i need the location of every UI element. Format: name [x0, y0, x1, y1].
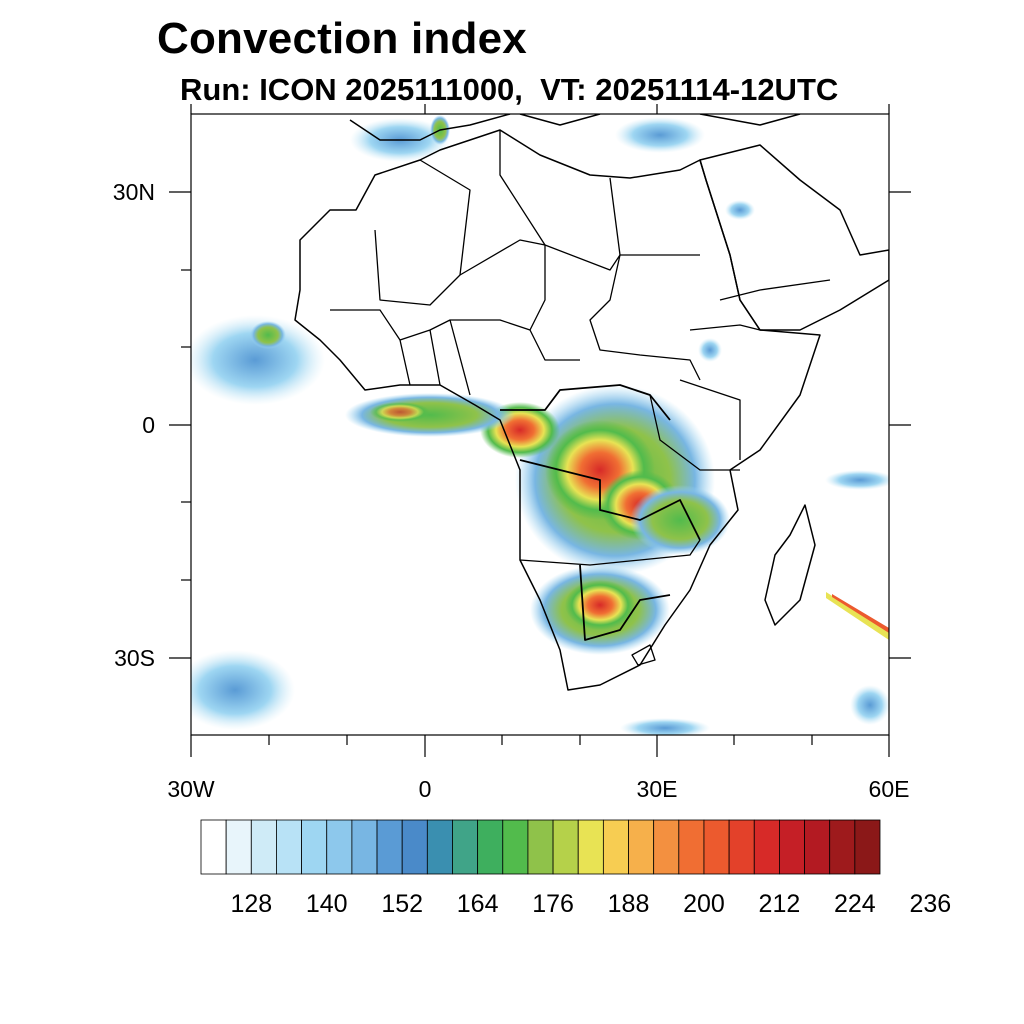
colorbar-label: 176 — [532, 890, 574, 918]
colorbar-box — [678, 819, 705, 875]
field-madagascar-band — [826, 592, 889, 640]
colorbar-label: 224 — [834, 890, 876, 918]
border-drc-south — [519, 459, 701, 541]
colorbar-box — [753, 819, 780, 875]
colorbar-box — [502, 819, 529, 875]
field-gulf-guinea — [345, 393, 515, 437]
colorbar-box — [703, 819, 730, 875]
field-south-ocean — [620, 718, 710, 735]
field-south-atlantic — [191, 650, 295, 730]
field-indian-ocean — [825, 470, 889, 490]
colorbar-label: 140 — [306, 890, 348, 918]
colorbar-box — [351, 819, 378, 875]
coastlines — [294, 114, 889, 691]
border-congo-north — [500, 384, 671, 421]
colorbar-box — [653, 819, 680, 875]
colorbar-box — [804, 819, 831, 875]
field-mozambique — [630, 485, 730, 555]
colorbar-box — [577, 819, 604, 875]
field-red-sea — [725, 200, 755, 220]
border-libya — [499, 130, 580, 361]
europe-coast — [349, 114, 511, 141]
lon-label-0: 0 — [419, 776, 432, 802]
colorbar-box — [426, 819, 453, 875]
colorbar-box — [200, 819, 227, 875]
border-algeria — [419, 159, 471, 276]
lon-label-30w: 30W — [167, 776, 215, 802]
colorbar-box — [250, 819, 277, 875]
colorbar-box — [326, 819, 353, 875]
colorbar-label: 128 — [230, 890, 272, 918]
lat-label-30s: 30S — [114, 645, 155, 671]
field-senegal — [250, 321, 286, 349]
arabia-coast — [699, 144, 889, 331]
colorbar-label: 200 — [683, 890, 725, 918]
chart-title: Convection index — [157, 14, 527, 63]
colorbar-label: 164 — [457, 890, 499, 918]
field-madagascar-band-core — [832, 594, 889, 633]
colorbar-box — [829, 819, 856, 875]
lesotho — [631, 644, 656, 666]
colorbar-box — [728, 819, 755, 875]
colorbar-label: 236 — [909, 890, 951, 918]
madagascar-coast — [764, 504, 816, 626]
border-angola-zambia — [519, 539, 701, 566]
colorbar-box — [779, 819, 805, 875]
colorbar-box — [376, 819, 403, 875]
lat-label-30n: 30N — [113, 179, 155, 205]
colorbar-box — [276, 819, 302, 875]
colorbar-box — [477, 819, 504, 875]
turkey-coast — [699, 114, 801, 126]
lon-label-60e: 60E — [869, 776, 910, 802]
colorbar-label: 188 — [608, 890, 650, 918]
field-gulf-max — [370, 402, 430, 422]
field-southeast — [850, 685, 889, 725]
colorbar-box — [628, 819, 655, 875]
lat-label-0: 0 — [142, 412, 155, 438]
borders-horn — [689, 279, 831, 331]
colorbar-box — [527, 819, 554, 875]
field-atlantic-west — [191, 315, 325, 405]
colorbar-box — [401, 819, 428, 875]
colorbar-box — [552, 819, 579, 875]
borders-west-africa — [399, 319, 471, 396]
lon-label-30e: 30E — [637, 776, 678, 802]
borders-east-africa — [649, 379, 741, 471]
colorbar-box — [854, 819, 881, 875]
borders-north — [374, 229, 700, 306]
balkans-coast — [519, 114, 601, 126]
colorbar-label: 152 — [381, 890, 423, 918]
border-botswana — [579, 564, 671, 641]
field-med-east — [615, 117, 705, 153]
convection-field — [191, 115, 889, 735]
colorbar-box — [225, 819, 252, 875]
colorbar-box — [452, 819, 479, 875]
border-sudan — [589, 177, 701, 381]
colorbar — [200, 819, 881, 875]
colorbar-labels: 128 140 152 164 176 188 200 212 224 236 — [230, 890, 951, 918]
field-ethiopia — [698, 338, 722, 362]
colorbar-label: 212 — [759, 890, 801, 918]
africa-coast — [294, 129, 821, 691]
chart-subtitle: Run: ICON 2025111000, VT: 20251114-12UTC — [180, 72, 839, 107]
colorbar-box — [301, 819, 328, 875]
colorbar-box — [602, 819, 629, 875]
axis-ticks — [169, 104, 911, 757]
